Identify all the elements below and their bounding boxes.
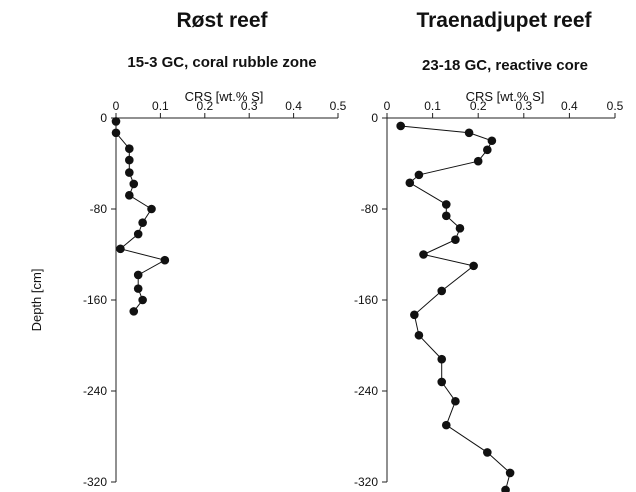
chart-title: Røst reef <box>176 9 268 32</box>
series-line <box>115 121 167 312</box>
plot-area: 0 0.1 0.2 0.3 0.4 0.5 0 -80 -160 -240 -320 <box>83 99 347 489</box>
data-point <box>116 244 125 254</box>
x-tick-label: 0.5 <box>330 99 347 113</box>
data-point <box>441 200 451 209</box>
data-point <box>441 420 451 430</box>
data-point <box>451 396 460 406</box>
x-axis-label: CRS [wt.% S] <box>185 89 264 104</box>
series-line <box>400 125 511 491</box>
chart-title: Traenadjupet reef <box>416 9 592 32</box>
y-tick-label: 0 <box>100 111 107 125</box>
data-point <box>441 211 451 221</box>
chart-panel-rost-reef: Røst reef 15-3 GC, coral rubble zone CRS… <box>83 9 347 489</box>
y-tick-label: -240 <box>83 384 107 398</box>
data-point <box>160 255 170 265</box>
data-point <box>147 204 156 214</box>
data-point <box>138 295 147 305</box>
data-point <box>501 485 510 492</box>
shared-y-axis-label: Depth [cm] <box>29 269 44 332</box>
x-tick-label: 0.2 <box>470 99 487 113</box>
plot-area: 0 0.1 0.2 0.3 0.4 0.5 0 -80 -160 -240 -320 <box>354 99 624 492</box>
data-point <box>125 155 134 165</box>
data-point <box>129 179 139 189</box>
data-point <box>111 128 121 138</box>
y-tick-label: -160 <box>354 293 378 307</box>
x-axis-label: CRS [wt.% S] <box>466 89 545 104</box>
y-tick-label: 0 <box>371 111 378 125</box>
y-tick-label: -80 <box>361 202 379 216</box>
data-point <box>451 235 460 245</box>
data-point <box>414 170 424 180</box>
data-point <box>473 156 483 166</box>
data-point <box>419 250 428 259</box>
chart-panel-traenadjupet-reef: Traenadjupet reef 23-18 GC, reactive cor… <box>354 9 624 492</box>
data-point <box>111 117 121 126</box>
x-tick-label: 0.1 <box>152 99 169 113</box>
x-tick-label: 0.4 <box>285 99 302 113</box>
x-tick-label: 0.1 <box>424 99 441 113</box>
data-point <box>437 354 447 364</box>
x-tick-label: 0 <box>384 99 391 113</box>
x-tick-label: 0.5 <box>607 99 624 113</box>
data-point <box>410 310 419 320</box>
data-point <box>437 286 447 296</box>
data-point <box>396 121 405 131</box>
data-point <box>487 136 497 146</box>
y-tick-label: -160 <box>83 293 107 307</box>
x-tick-label: 0.3 <box>241 99 258 113</box>
data-point <box>129 307 139 316</box>
data-point <box>133 229 143 239</box>
data-point <box>125 144 134 154</box>
data-point <box>483 448 492 457</box>
data-point <box>405 178 415 188</box>
y-tick-label: -80 <box>90 202 108 216</box>
data-point <box>138 218 147 227</box>
chart-subtitle: 23-18 GC, reactive core <box>422 57 588 74</box>
x-tick-label: 0.3 <box>515 99 532 113</box>
data-point <box>133 270 143 280</box>
x-tick-label: 0.2 <box>196 99 213 113</box>
x-tick-label: 0 <box>113 99 120 113</box>
data-point <box>414 330 424 340</box>
data-point <box>483 145 492 155</box>
data-point <box>469 261 478 271</box>
y-tick-label: -240 <box>354 384 378 398</box>
data-point <box>133 284 143 293</box>
data-point <box>464 128 474 138</box>
data-point <box>505 468 515 478</box>
y-tick-label: -320 <box>83 475 107 489</box>
data-point <box>437 377 447 387</box>
y-tick-label: -320 <box>354 475 378 489</box>
data-point <box>125 191 134 200</box>
data-point <box>125 168 134 177</box>
chart-subtitle: 15-3 GC, coral rubble zone <box>127 54 316 71</box>
x-tick-label: 0.4 <box>561 99 578 113</box>
data-point <box>455 224 465 233</box>
